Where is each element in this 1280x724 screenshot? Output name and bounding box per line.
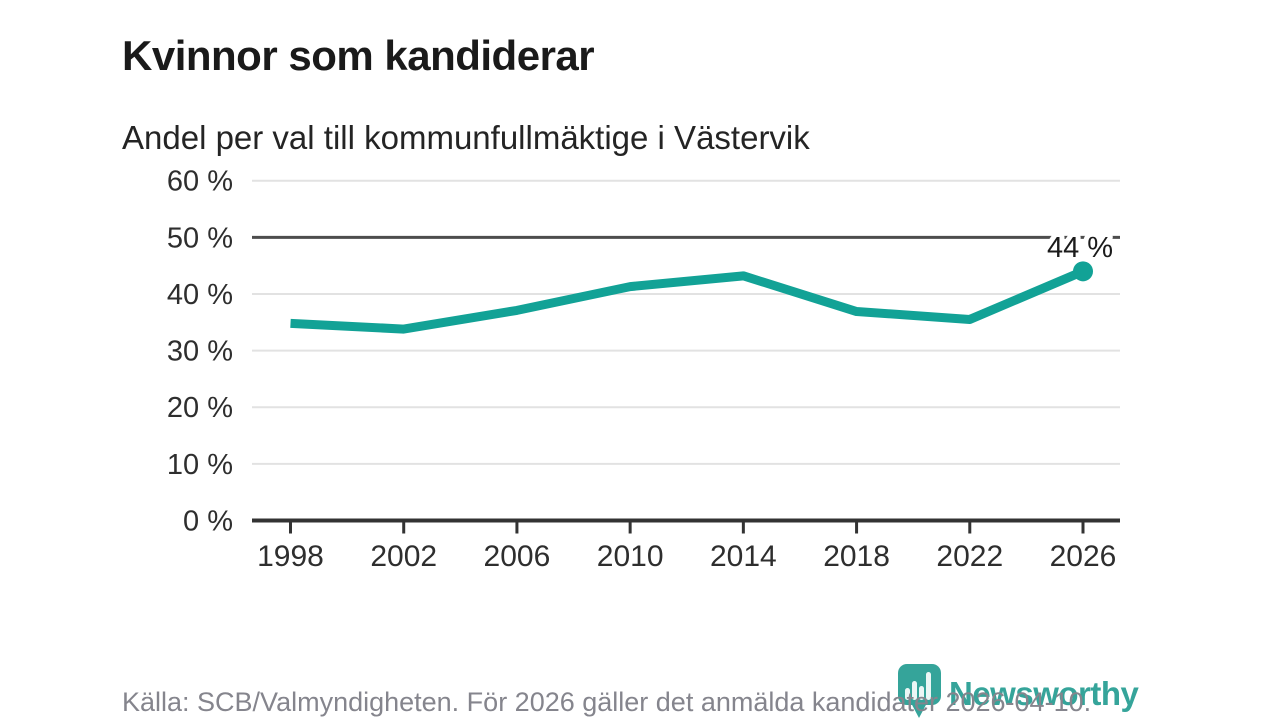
y-axis-tick-label: 40 %	[167, 279, 233, 311]
y-axis-tick-label: 0 %	[183, 506, 233, 538]
newsworthy-pin-chart-icon	[897, 663, 943, 724]
x-axis-tick-label: 2006	[484, 540, 551, 573]
x-axis-tick-label: 1998	[257, 540, 324, 573]
y-axis-tick-label: 60 %	[167, 166, 233, 198]
data-line	[290, 267, 1085, 334]
newsworthy-wordmark: Newsworthy	[949, 674, 1139, 712]
source-note: Källa: SCB/Valmyndigheten. För 2026 gäll…	[122, 687, 1092, 717]
x-axis-tick-label: 2010	[597, 540, 664, 573]
end-point-marker	[1073, 261, 1093, 282]
y-axis-tick-label: 50 %	[167, 222, 233, 254]
x-axis-tick-label: 2018	[823, 540, 890, 573]
x-axis-tick-label: 2002	[370, 540, 437, 573]
x-axis-tick-label: 2014	[710, 540, 777, 573]
y-axis-tick-label: 10 %	[167, 449, 233, 481]
page-title: Kvinnor som kandiderar	[122, 32, 595, 80]
chart-subtitle: Andel per val till kommunfullmäktige i V…	[122, 119, 810, 157]
y-axis-tick-label: 30 %	[167, 336, 233, 368]
x-axis-tick-label: 2022	[936, 540, 1003, 573]
newsworthy-logo: Newsworthy	[897, 663, 1139, 724]
y-axis-tick-label: 20 %	[167, 392, 233, 424]
end-value-label: 44 %	[1047, 232, 1113, 264]
x-axis-tick-label: 2026	[1050, 540, 1117, 573]
